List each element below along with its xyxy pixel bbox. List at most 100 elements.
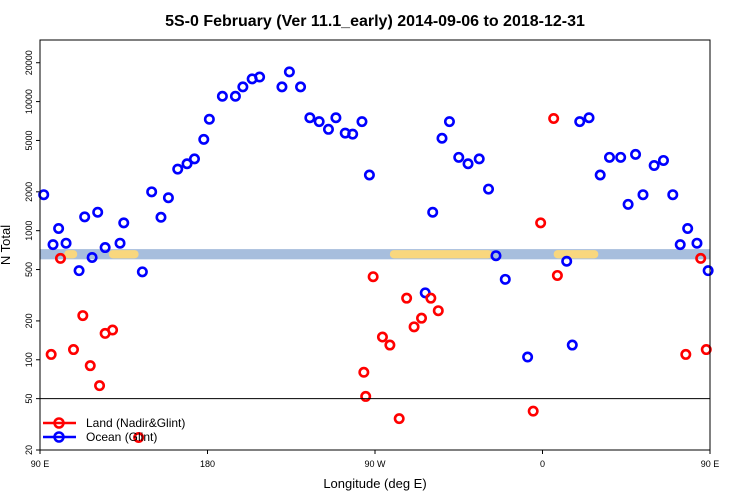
ocean-point (73, 265, 85, 277)
ocean-point (561, 255, 573, 267)
ocean-point (53, 222, 65, 234)
land-point (416, 312, 428, 324)
ocean-point (347, 128, 359, 140)
land-point (535, 217, 547, 229)
ocean-point (313, 116, 325, 128)
ocean-point (443, 116, 455, 128)
y-tick-label: 50 (24, 394, 34, 404)
y-tick-label: 1000 (24, 221, 34, 241)
land-point (358, 366, 370, 378)
ocean-point (637, 189, 649, 201)
land-point (376, 331, 388, 343)
ocean-point (603, 151, 615, 163)
land-point (133, 431, 145, 443)
ocean-point (276, 81, 288, 93)
land-point (384, 339, 396, 351)
ocean-point (462, 158, 474, 170)
ocean-point (114, 237, 126, 249)
land-point (401, 292, 413, 304)
ocean-point (566, 339, 578, 351)
ocean-point (522, 351, 534, 363)
ocean-point (473, 153, 485, 165)
ocean-point (356, 116, 368, 128)
ocean-point (162, 192, 174, 204)
land-point (94, 380, 106, 392)
ocean-point (702, 265, 714, 277)
land-point (360, 390, 372, 402)
ocean-point (79, 211, 91, 223)
ocean-point (216, 90, 228, 102)
land-point (700, 344, 712, 356)
x-axis: 90 E 180 90 W 0 90 E (31, 450, 719, 469)
plot-area (38, 66, 714, 443)
ocean-point (630, 148, 642, 160)
ocean-point (691, 237, 703, 249)
land-point (68, 344, 80, 356)
ocean-point (499, 273, 511, 285)
y-tick-label: 20 (24, 445, 34, 455)
y-tick-label: 5000 (24, 130, 34, 150)
ocean-point (198, 133, 210, 145)
x-axis-label: Longitude (deg E) (323, 476, 426, 491)
ocean-point (330, 112, 342, 124)
land-point (77, 310, 89, 322)
ocean-point (86, 251, 98, 263)
legend-land-marker (53, 417, 65, 429)
legend-ocean-label: Ocean (Glint) (86, 430, 157, 444)
land-point (527, 405, 539, 417)
x-tick-label: 90 E (31, 459, 50, 469)
ocean-point (304, 112, 316, 124)
ocean-point (283, 66, 295, 78)
ocean-band (40, 249, 710, 260)
ocean-point (483, 183, 495, 195)
ocean-point (583, 112, 595, 124)
land-point (107, 324, 119, 336)
y-tick-label: 20000 (24, 50, 34, 75)
x-tick-label: 0 (540, 459, 545, 469)
y-tick-label: 200 (24, 313, 34, 328)
ocean-point (155, 211, 167, 223)
ocean-point (419, 287, 431, 299)
ocean-point (203, 113, 215, 125)
legend-entry-ocean: Ocean (Glint) (43, 430, 157, 444)
ocean-point (490, 250, 502, 262)
y-tick-label: 100 (24, 352, 34, 367)
land-point (548, 112, 560, 124)
land-segment (108, 250, 139, 259)
legend-ocean-marker (53, 431, 65, 443)
land-segment (389, 250, 493, 259)
ocean-point (146, 186, 158, 198)
land-point (45, 348, 57, 360)
y-axis-label: N Total (0, 225, 13, 265)
ocean-point (295, 81, 307, 93)
ocean-point (99, 242, 111, 254)
x-tick-label: 180 (200, 459, 215, 469)
land-point (680, 348, 692, 360)
ocean-point (363, 169, 375, 181)
ocean-point (436, 132, 448, 144)
ocean-point (615, 151, 627, 163)
land-point (84, 360, 96, 372)
land-point (695, 252, 707, 264)
x-tick-label: 90 W (364, 459, 386, 469)
ocean-point (427, 206, 439, 218)
land-point (432, 305, 444, 317)
ocean-point (322, 123, 334, 135)
land-point (393, 413, 405, 425)
ocean-point (172, 163, 184, 175)
land-segment (64, 250, 78, 259)
ocean-point (648, 159, 660, 171)
land-point (408, 321, 420, 333)
ocean-point (674, 239, 686, 251)
ocean-point (622, 198, 634, 210)
ocean-point (667, 189, 679, 201)
land-segment (553, 250, 599, 259)
legend-entry-land: Land (Nadir&Glint) (43, 416, 185, 430)
plot-frame (39, 39, 711, 451)
ocean-point (38, 189, 50, 201)
ocean-point (181, 158, 193, 170)
ocean-point (657, 154, 669, 166)
y-tick-label: 2000 (24, 182, 34, 202)
legend: Land (Nadir&Glint) Ocean (Glint) (43, 416, 185, 444)
